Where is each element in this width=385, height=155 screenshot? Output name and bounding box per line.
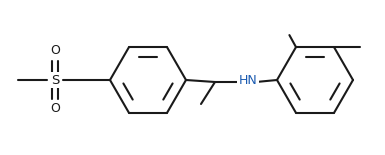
Text: O: O [50, 102, 60, 115]
Text: O: O [50, 44, 60, 58]
Text: HN: HN [239, 73, 258, 86]
Text: S: S [51, 73, 59, 86]
